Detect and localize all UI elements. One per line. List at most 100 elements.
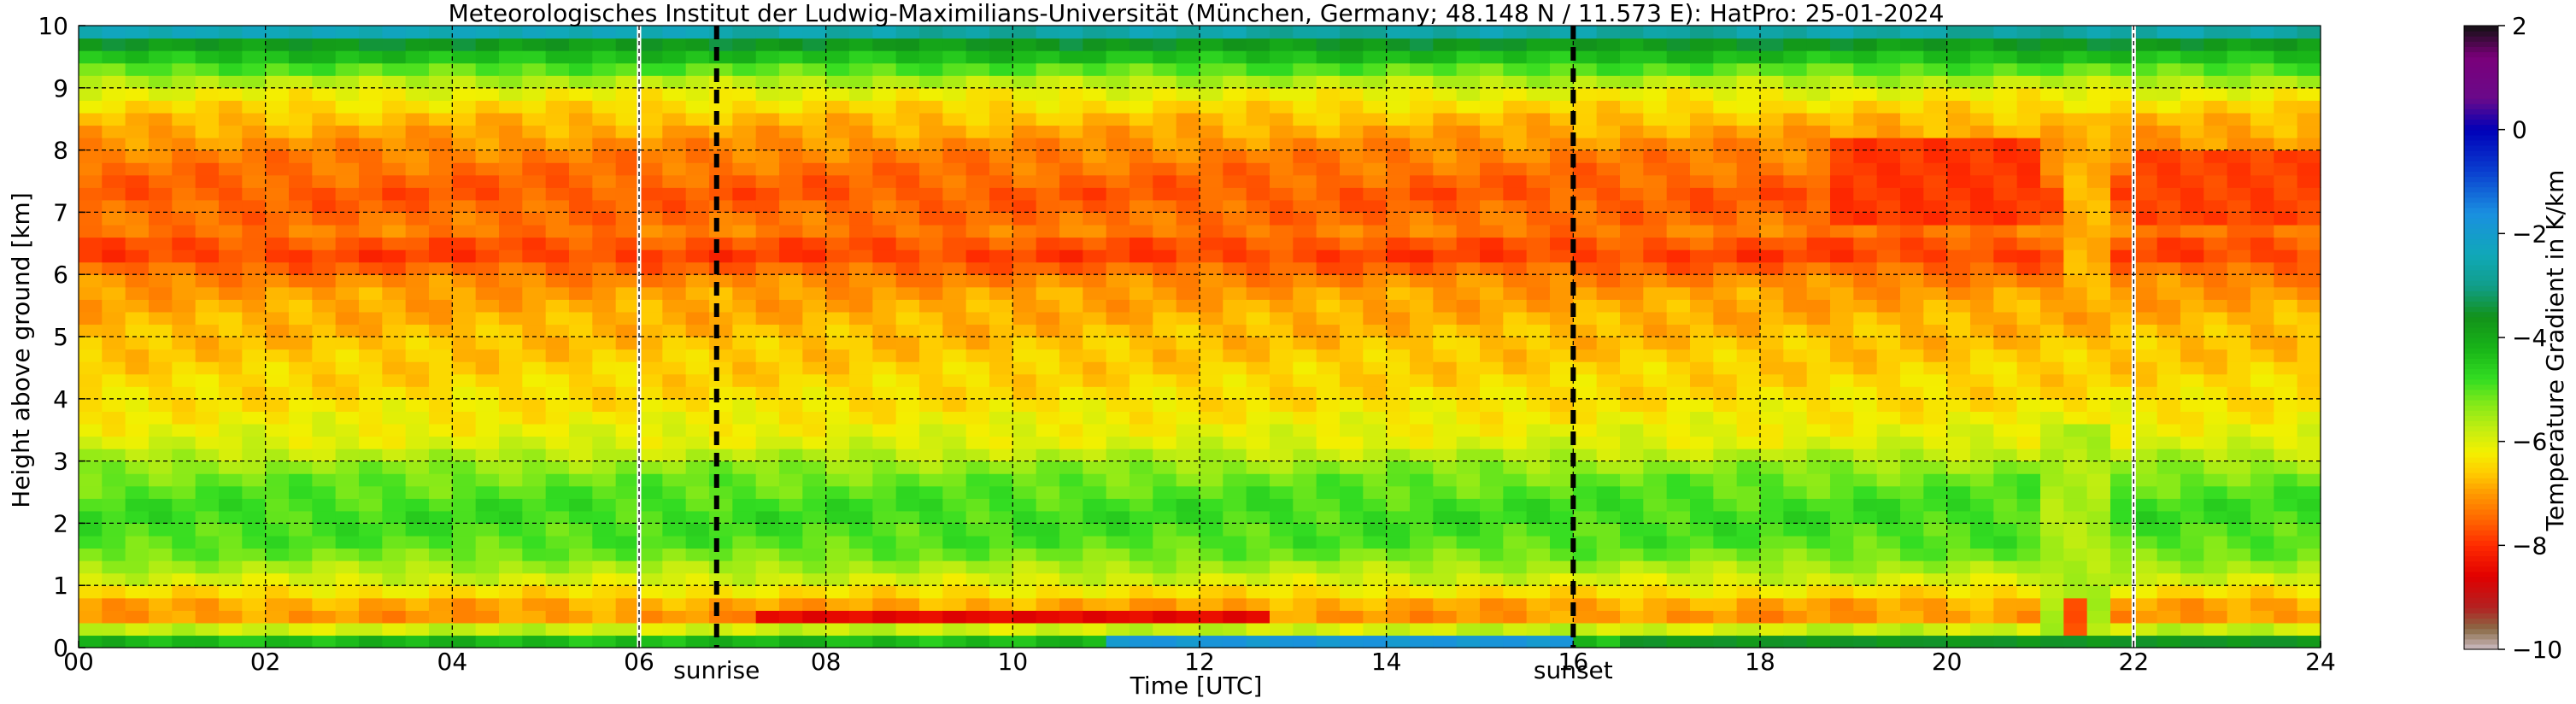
heatmap-cell [2180, 62, 2204, 76]
heatmap-cell [919, 461, 943, 474]
heatmap-cell [989, 212, 1013, 226]
colorbar-segment [2464, 56, 2498, 63]
heatmap-cell [1713, 510, 1738, 524]
heatmap-cell [289, 461, 313, 474]
heatmap-cell [1059, 311, 1083, 326]
heatmap-cell [125, 622, 150, 637]
heatmap-cell [1830, 436, 1854, 449]
heatmap-cell [1830, 361, 1854, 375]
heatmap-cell [989, 585, 1013, 599]
heatmap-cell [1270, 162, 1294, 176]
heatmap-cell [452, 212, 477, 226]
heatmap-cell [2040, 510, 2064, 524]
heatmap-cell [1176, 199, 1200, 213]
heatmap-cell [2274, 261, 2298, 275]
heatmap-cell [289, 87, 313, 101]
colorbar-segment [2464, 530, 2498, 536]
heatmap-cell [335, 299, 360, 313]
heatmap-cell [382, 361, 407, 375]
heatmap-cell [1433, 50, 1458, 64]
heatmap-cell [1270, 361, 1294, 375]
heatmap-cell [1106, 411, 1130, 425]
heatmap-cell [382, 548, 407, 561]
heatmap-cell [592, 237, 617, 250]
heatmap-cell [149, 50, 173, 64]
heatmap-cell [312, 337, 337, 350]
heatmap-cell [2086, 635, 2111, 648]
heatmap-cell [1526, 361, 1551, 375]
heatmap-cell [499, 174, 523, 188]
heatmap-cell [359, 337, 383, 350]
heatmap-cell [1643, 523, 1668, 537]
heatmap-cell [709, 150, 733, 163]
heatmap-cell [1620, 510, 1644, 524]
heatmap-cell [1736, 398, 1761, 412]
colorbar-segment [2464, 233, 2498, 240]
heatmap-cell [1526, 548, 1551, 561]
heatmap-cell [1806, 337, 1831, 350]
heatmap-cell [1620, 62, 1644, 76]
heatmap-cell [685, 87, 710, 101]
heatmap-cell [1900, 560, 1924, 574]
heatmap-cell [1830, 138, 1854, 151]
heatmap-cell [872, 125, 897, 138]
heatmap-cell [1666, 162, 1691, 176]
heatmap-cell [545, 26, 570, 39]
heatmap-cell [545, 249, 570, 263]
heatmap-cell [1620, 449, 1644, 462]
heatmap-cell [2250, 224, 2274, 238]
heatmap-cell [312, 150, 337, 163]
heatmap-cell [872, 473, 897, 487]
heatmap-cell [1316, 26, 1341, 39]
heatmap-cell [1830, 311, 1854, 326]
heatmap-cell [895, 249, 920, 263]
heatmap-cell [1690, 498, 1714, 512]
heatmap-cell [685, 610, 710, 624]
heatmap-cell [755, 311, 780, 326]
heatmap-cell [779, 610, 803, 624]
heatmap-cell [1690, 38, 1714, 51]
heatmap-cell [849, 461, 873, 474]
heatmap-cell [1713, 174, 1738, 188]
heatmap-cell [592, 274, 617, 288]
heatmap-cell [1690, 585, 1714, 599]
heatmap-cell [312, 449, 337, 462]
heatmap-cell [685, 361, 710, 375]
heatmap-cell [1970, 610, 1994, 624]
heatmap-cell [2180, 100, 2204, 114]
heatmap-cell [965, 572, 990, 586]
heatmap-cell [359, 75, 383, 89]
heatmap-cell [1783, 162, 1808, 176]
heatmap-cell [615, 585, 640, 599]
heatmap-cell [1783, 50, 1808, 64]
heatmap-cell [662, 75, 687, 89]
heatmap-cell [1783, 560, 1808, 574]
heatmap-cell [149, 398, 173, 412]
heatmap-cell [1059, 261, 1083, 275]
heatmap-cell [499, 150, 523, 163]
heatmap-cell [335, 274, 360, 288]
heatmap-cell [685, 125, 710, 138]
heatmap-cell [1012, 473, 1037, 487]
heatmap-cell [2297, 261, 2321, 275]
heatmap-cell [149, 411, 173, 425]
heatmap-cell [1783, 249, 1808, 263]
heatmap-cell [475, 386, 500, 400]
heatmap-cell [1386, 138, 1411, 151]
heatmap-cell [849, 386, 873, 400]
heatmap-cell [242, 75, 267, 89]
heatmap-cell [2156, 510, 2181, 524]
heatmap-cell [1970, 411, 1994, 425]
heatmap-cell [1573, 174, 1598, 188]
heatmap-cell [989, 150, 1013, 163]
heatmap-cell [2180, 585, 2204, 599]
heatmap-cell [475, 449, 500, 462]
heatmap-cell [1783, 535, 1808, 549]
heatmap-cell [2274, 174, 2298, 188]
heatmap-cell [2133, 436, 2158, 449]
heatmap-cell [1760, 349, 1784, 362]
heatmap-cell [2250, 361, 2274, 375]
heatmap-cell [1246, 622, 1270, 637]
heatmap-cell [2250, 349, 2274, 362]
heatmap-cell [1410, 610, 1434, 624]
